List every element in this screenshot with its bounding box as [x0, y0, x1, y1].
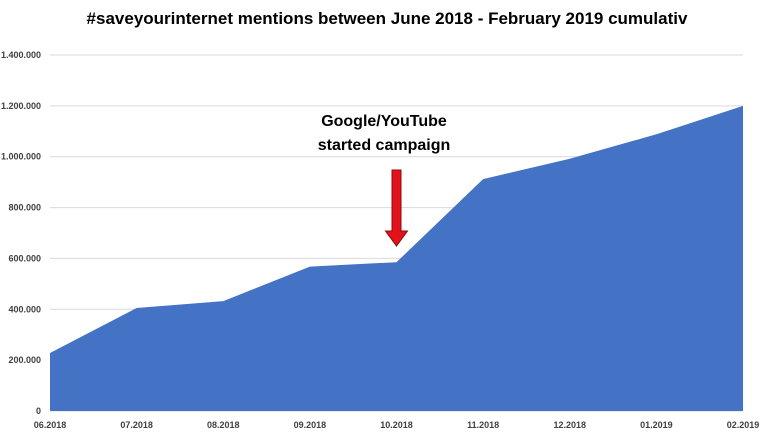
x-axis-tick-labels: 06.2018 07.2018 08.2018 09.2018 10.2018 11.20… — [34, 420, 760, 430]
y-tick-label: 0 — [36, 406, 41, 416]
y-tick-label: 400.000 — [8, 304, 41, 314]
x-tick-label: 02.2019 — [727, 420, 760, 430]
annotation-line-1: Google/YouTube — [321, 113, 447, 130]
x-tick-label: 10.2018 — [380, 420, 413, 430]
series-area — [50, 105, 743, 412]
x-tick-label: 11.2018 — [467, 420, 499, 430]
annotation-arrow — [384, 169, 409, 247]
y-tick-label: 600.000 — [8, 253, 41, 263]
chart-title: #saveyourinternet mentions between June … — [86, 9, 688, 28]
annotation-line-2: started campaign — [318, 137, 450, 154]
y-tick-label: 1.400.000 — [1, 50, 41, 60]
x-tick-label: 07.2018 — [120, 420, 153, 430]
series-area-path — [50, 105, 743, 412]
x-tick-label: 06.2018 — [34, 420, 67, 430]
y-tick-label: 1.200.000 — [1, 101, 41, 111]
y-tick-label: 800.000 — [8, 203, 41, 213]
y-tick-label: 200.000 — [8, 355, 41, 365]
x-tick-label: 08.2018 — [207, 420, 240, 430]
x-tick-label: 09.2018 — [294, 420, 327, 430]
campaign-annotation: Google/YouTube started campaign — [318, 113, 450, 247]
x-tick-label: 01.2019 — [640, 420, 673, 430]
x-tick-label: 12.2018 — [553, 420, 586, 430]
y-axis-tick-labels: 0 200.000 400.000 600.000 800.000 1.000.000 1.… — [1, 50, 41, 416]
y-tick-label: 1.000.000 — [1, 152, 41, 162]
